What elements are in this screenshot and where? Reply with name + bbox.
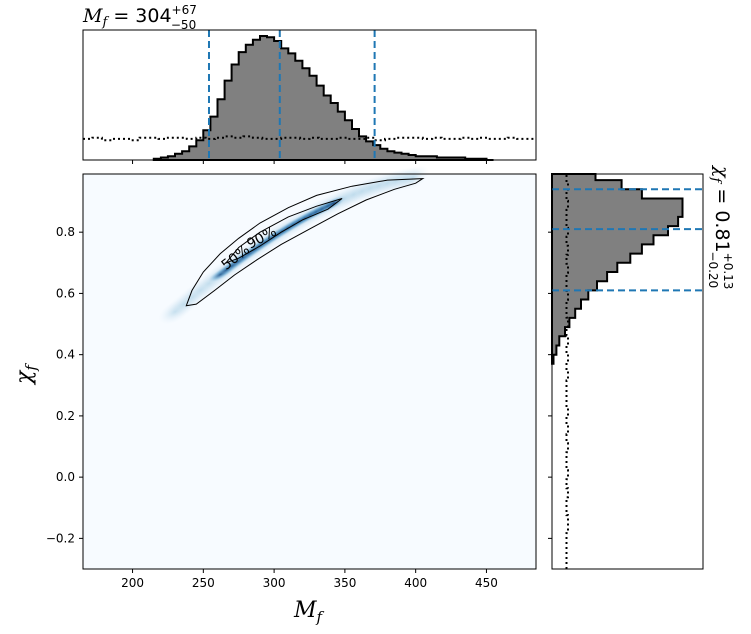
mass-prior-line [83,135,536,142]
mass-marginal-title: Mf = 304+67 −50 [82,3,197,32]
y-tick-label: −0.2 [46,531,75,545]
y-axis-label: χf [12,363,40,386]
x-tick-label: 350 [333,576,356,590]
y-tick-label: 0.8 [56,225,75,239]
spin-histogram [551,173,684,365]
y-tick-label: 0.6 [56,286,75,300]
x-tick-label: 300 [263,576,286,590]
y-tick-label: 0.0 [56,470,75,484]
spin-panel-frame [551,173,704,570]
density-halo [396,165,430,191]
joint-panel-frame [82,173,537,570]
spin-marginal-panel [548,173,704,570]
x-axis-label: Mf [293,598,325,626]
x-tick-label: 250 [192,576,215,590]
svg-text:χf = 0.81+0.13−0.20: χf = 0.81+0.13−0.20 [706,164,735,289]
contour-90 [185,178,425,307]
x-tick-label: 400 [404,576,427,590]
spin-prior-line [565,174,569,569]
y-tick-label: 0.2 [56,409,75,423]
mass-histogram [152,35,494,161]
y-tick-label: 0.4 [56,348,75,362]
joint-posterior-panel: 50%90%200 250 300 350 400 450−0.20.00.20.40.6… [46,165,537,590]
heatmap-background [83,174,536,569]
x-tick-label: 200 [121,576,144,590]
svg-text:χf: χf [12,363,40,386]
contour-50 [224,198,343,264]
spin-marginal-title: χf = 0.81+0.13−0.20 [706,164,735,289]
mass-panel-frame [82,29,537,161]
mass-marginal-panel [82,29,537,164]
x-tick-label: 450 [475,576,498,590]
